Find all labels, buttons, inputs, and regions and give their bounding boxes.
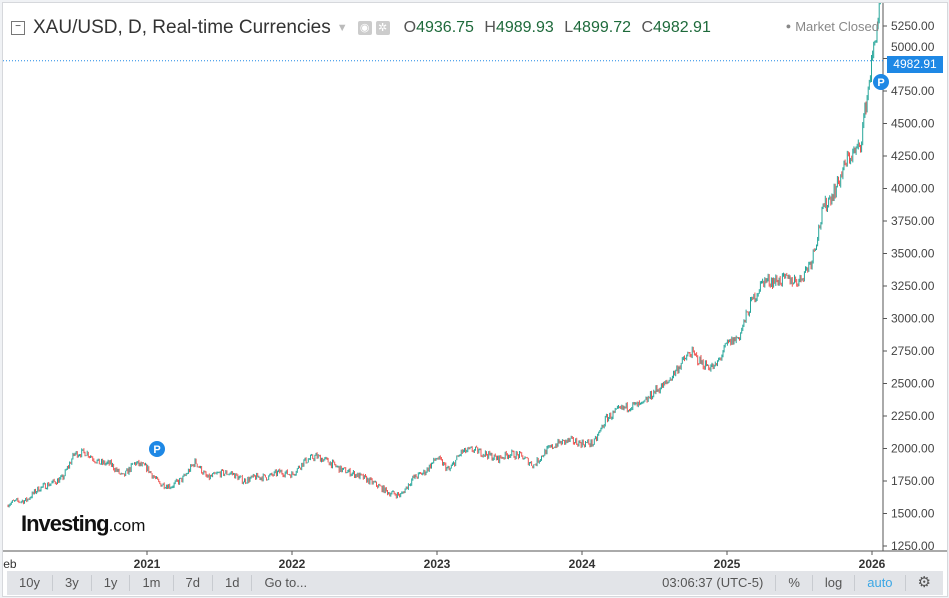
y-tick-label: 4250.00 [891, 149, 935, 163]
log-toggle[interactable]: log [813, 575, 856, 591]
goto-button[interactable]: Go to... [264, 575, 308, 590]
range-1m[interactable]: 1m [130, 575, 174, 591]
y-tick-label: 2750.00 [891, 344, 935, 358]
percent-toggle[interactable]: % [776, 575, 813, 591]
settings-icon[interactable]: ⚙ [917, 574, 931, 591]
gear-icon[interactable]: ✲ [375, 21, 390, 35]
y-tick-label: 3750.00 [891, 214, 935, 228]
x-tick-label: 2025 [714, 557, 741, 569]
range-1y[interactable]: 1y [92, 575, 131, 591]
bottom-toolbar: 10y 3y 1y 1m 7d 1d Go to... 03:06:37 (UT… [7, 571, 943, 595]
auto-toggle[interactable]: auto [855, 575, 906, 591]
x-tick-label: 2021 [134, 557, 161, 569]
y-tick-label: 4750.00 [891, 84, 935, 98]
investing-logo: Investing.com [21, 511, 146, 536]
y-tick-label: 2000.00 [891, 442, 935, 456]
y-tick-label: 3500.00 [891, 247, 935, 261]
x-tick-label: 2023 [424, 557, 451, 569]
y-tick-label: 4000.00 [891, 182, 935, 196]
y-tick-label: 2500.00 [891, 377, 935, 391]
ohlc-values: O4936.75 H4989.93 L4899.72 C4982.91 [403, 19, 711, 36]
x-tick-label: 2022 [279, 557, 306, 569]
eye-icon[interactable]: ◉ [357, 21, 372, 35]
y-tick-label: 1250.00 [891, 539, 935, 553]
y-tick-label: 4500.00 [891, 117, 935, 131]
x-tick-label: 2024 [569, 557, 596, 569]
clock: 03:06:37 (UTC-5) [650, 575, 777, 591]
pivot-marker-label: P [153, 444, 160, 456]
range-1d[interactable]: 1d [213, 575, 253, 591]
collapse-icon[interactable]: − [11, 21, 25, 35]
pivot-marker [149, 441, 165, 457]
x-tick-label: Feb [3, 557, 17, 569]
pivot-marker [873, 74, 889, 90]
range-7d[interactable]: 7d [174, 575, 213, 591]
y-tick-label: 1750.00 [891, 474, 935, 488]
x-tick-label: 2026 [859, 557, 886, 569]
y-tick-label: 5000.00 [891, 40, 935, 54]
market-status: Market Closed [786, 19, 879, 34]
dropdown-icon[interactable]: ▼ [336, 22, 348, 34]
chart-header: − XAU/USD, D, Real-time Currencies ▼ ◉ ✲ … [11, 17, 711, 39]
range-3y[interactable]: 3y [53, 575, 92, 591]
range-10y[interactable]: 10y [7, 575, 53, 591]
last-price-label: 4982.91 [887, 56, 943, 73]
y-tick-label: 3000.00 [891, 312, 935, 326]
pivot-marker-label: P [877, 77, 884, 89]
price-chart[interactable]: 1250.00 1500.00 1750.00 2000.00 2250.00 2500.… [3, 3, 947, 569]
symbol-title[interactable]: XAU/USD, D, Real-time Currencies [33, 17, 331, 38]
y-tick-label: 5250.00 [891, 19, 935, 33]
y-tick-label: 3250.00 [891, 279, 935, 293]
y-tick-label: 1500.00 [891, 507, 935, 521]
y-tick-label: 2250.00 [891, 409, 935, 423]
